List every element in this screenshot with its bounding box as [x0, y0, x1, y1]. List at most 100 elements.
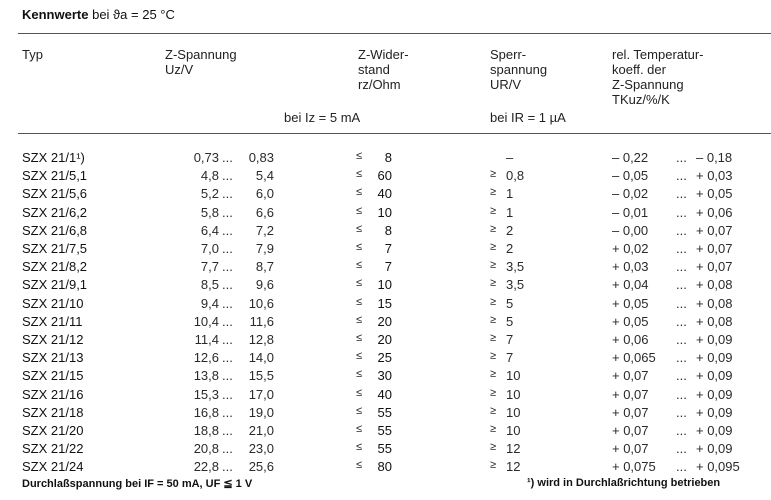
cell-zlo: 7,0	[200, 241, 219, 256]
cell-zhi: 6,0	[255, 186, 274, 202]
cell-rzop: ≤	[356, 368, 363, 381]
cell-zhi: 7,2	[255, 222, 274, 238]
cell-rzv: 55	[377, 423, 392, 438]
cell-zdots: ...	[222, 295, 233, 311]
cell-tkhi: + 0,09	[696, 386, 733, 402]
cell-zlo: 20,8	[193, 441, 219, 457]
header-ur: Sperr-spannung UR/V	[490, 47, 548, 92]
cell-rzv: 25	[377, 350, 392, 366]
table-row: SZX 21/5,6 5,2... 6,0 ≤40 ≥1 – 0,02... + 0,05	[0, 186, 771, 204]
cell-zhi: 6,6	[255, 204, 274, 220]
cell-zlo: 22,8	[193, 459, 219, 475]
cell-rzv: 10	[377, 277, 392, 293]
cell-typ: SZX 21/6,8	[22, 222, 88, 238]
cell-urv: 2	[506, 241, 514, 256]
cell-rzop: ≤	[356, 241, 363, 253]
cell-zhi: 14,0	[248, 350, 274, 366]
cell-zhi: 19,0	[248, 404, 274, 420]
cell-zhi: 12,8	[248, 332, 274, 347]
cell-tkdots: ...	[676, 368, 687, 384]
cell-zdots: ...	[222, 423, 233, 438]
cell-typ: SZX 21/12	[22, 332, 84, 347]
table-row: SZX 21/20 18,8... 21,0 ≤55 ≥10 + 0,07... + 0,0…	[0, 423, 771, 441]
cell-rzv: 40	[377, 186, 392, 202]
cell-tklo: + 0,07	[612, 441, 649, 457]
cell-rzv: 30	[377, 368, 392, 384]
cell-zlo: 11,4	[194, 332, 219, 347]
cell-urop: ≥	[490, 441, 497, 454]
table-row: SZX 21/10 9,4... 10,6 ≤15 ≥5 + 0,05... + 0,08	[0, 296, 771, 314]
cell-tkdots: ...	[676, 295, 687, 311]
cell-typ: SZX 21/6,2	[22, 204, 88, 220]
table-row: SZX 21/16 15,3... 17,0 ≤40 ≥10 + 0,07... + 0,0…	[0, 387, 771, 405]
cell-urv: 1	[506, 186, 514, 202]
cell-tkdots: ...	[676, 459, 687, 475]
cell-tkdots: ...	[676, 423, 687, 438]
cell-tkhi: + 0,09	[696, 441, 733, 457]
cell-rzv: 40	[377, 386, 392, 402]
cell-tkdots: ...	[676, 168, 687, 184]
cell-urv: 2	[506, 222, 514, 238]
cell-tklo: + 0,04	[612, 277, 649, 293]
cell-typ: SZX 21/8,2	[22, 259, 88, 275]
cell-zdots: ...	[222, 332, 233, 347]
cell-urop: ≥	[490, 386, 497, 399]
cell-urv: 1	[506, 204, 514, 220]
cell-urop: ≥	[490, 277, 497, 290]
cell-zhi: 9,6	[255, 277, 274, 293]
cell-zlo: 6,4	[200, 222, 219, 238]
cell-tkhi: + 0,08	[696, 313, 733, 329]
cell-tkdots: ...	[676, 313, 687, 329]
cell-zlo: 8,5	[200, 277, 219, 293]
table-row: SZX 21/6,2 5,8... 6,6 ≤10 ≥1 – 0,01... + 0,06	[0, 205, 771, 223]
cell-urop: ≥	[490, 313, 497, 326]
cell-rzv: 60	[377, 168, 392, 184]
cell-urop: ≥	[490, 404, 497, 417]
cell-zdots: ...	[222, 368, 233, 384]
cell-zdots: ...	[222, 441, 233, 457]
cell-rzv: 55	[377, 441, 392, 457]
cell-zhi: 15,5	[248, 368, 274, 384]
cell-rzv: 20	[377, 313, 392, 329]
cell-zhi: 8,7	[255, 259, 274, 275]
cell-rzop: ≤	[356, 423, 363, 435]
cell-urop: ≥	[490, 332, 497, 344]
cell-tkdots: ...	[676, 386, 687, 402]
header-rz: Z-Wider-stand rz/Ohm	[358, 47, 409, 92]
cell-zlo: 9,4	[200, 295, 219, 311]
cell-typ: SZX 21/24	[22, 459, 84, 475]
cell-zlo: 18,8	[193, 423, 219, 438]
cell-zlo: 5,8	[200, 204, 219, 220]
cell-zdots: ...	[222, 313, 233, 329]
cell-rzop: ≤	[356, 459, 363, 472]
cell-tkhi: + 0,09	[696, 423, 733, 438]
cell-urop: ≥	[490, 368, 497, 381]
cell-tkdots: ...	[676, 241, 687, 256]
cell-zdots: ...	[222, 459, 233, 475]
cell-tkhi: + 0,08	[696, 295, 733, 311]
cell-urv: 10	[506, 386, 521, 402]
divider	[18, 133, 771, 134]
cell-zhi: 23,0	[248, 441, 274, 457]
cell-urv: 7	[506, 350, 514, 366]
cell-typ: SZX 21/1¹)	[22, 150, 85, 165]
cell-urv: 5	[506, 295, 514, 311]
cell-zdots: ...	[222, 350, 233, 366]
cell-tklo: + 0,03	[612, 259, 649, 275]
cell-typ: SZX 21/10	[22, 295, 84, 311]
cell-tkhi: + 0,03	[696, 168, 733, 184]
table-row: SZX 21/22 20,8... 23,0 ≤55 ≥12 + 0,07... + 0,0…	[0, 441, 771, 459]
table-row: SZX 21/13 12,6... 14,0 ≤25 ≥7 + 0,065... + 0,0…	[0, 350, 771, 368]
cell-tklo: – 0,22	[612, 150, 649, 165]
cell-tkhi: + 0,07	[696, 259, 733, 275]
cell-rzop: ≤	[356, 277, 363, 290]
cell-zlo: 10,4	[193, 313, 219, 329]
cell-tklo: + 0,07	[612, 368, 649, 384]
cell-urop: ≥	[490, 423, 497, 435]
cell-zhi: 7,9	[255, 241, 274, 256]
cell-tklo: + 0,06	[612, 332, 649, 347]
cell-urv: 12	[506, 441, 521, 457]
cell-tklo: – 0,00	[612, 222, 649, 238]
cell-tklo: – 0,02	[612, 186, 649, 202]
cell-tkhi: + 0,09	[696, 332, 733, 347]
